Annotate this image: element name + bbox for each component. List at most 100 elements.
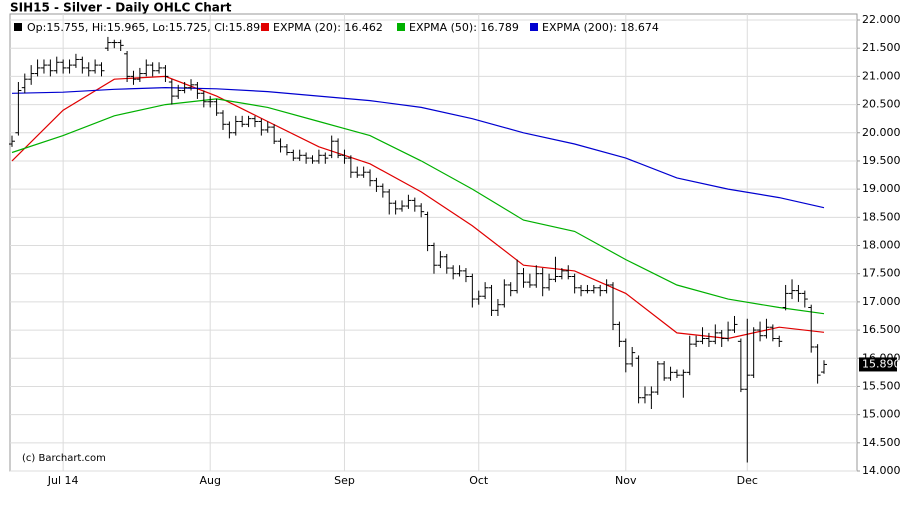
ohlc-bar [149, 62, 156, 77]
ohlc-bar [571, 273, 578, 294]
y-tick-label: 19.500 [862, 154, 900, 167]
ohlc-bar [386, 189, 393, 215]
ohlc-bar [769, 324, 776, 342]
ohlc-bar [558, 268, 565, 280]
ohlc-bar [603, 279, 610, 294]
ohlc-bar [354, 166, 361, 178]
legend-swatch [261, 23, 269, 31]
ohlc-bar [143, 59, 150, 77]
ohlc-bar [641, 386, 648, 404]
legend-label: Op:15.755, Hi:15.965, Lo:15.725, Cl:15.8… [27, 21, 267, 34]
ohlc-bar [501, 279, 508, 308]
y-tick-label: 22.000 [862, 13, 900, 26]
ohlc-bar [699, 327, 706, 345]
ohlc-bar [53, 56, 60, 74]
plot-area [9, 13, 858, 472]
y-tick-label: 15.000 [862, 408, 900, 421]
ohlc-bar [175, 84, 182, 99]
ohlc-bar [482, 282, 489, 300]
ohlc-bar [462, 268, 469, 283]
y-tick-label: 17.500 [862, 267, 900, 280]
ohlc-bar [629, 346, 636, 367]
x-tick-label: Nov [615, 474, 637, 487]
ohlc-bar [418, 203, 425, 218]
ohlc-bar [610, 282, 617, 331]
ema-line [11, 98, 825, 315]
ohlc-bar [283, 144, 290, 156]
ohlc-bar [661, 361, 668, 381]
ohlc-bar [821, 360, 827, 374]
ohlc-bar [584, 284, 591, 294]
ohlc-bar [162, 65, 169, 83]
ohlc-bar [245, 115, 252, 128]
ohlc-bar [98, 62, 105, 77]
ohlc-bar [526, 273, 533, 288]
ohlc-bar [207, 96, 214, 108]
ohlc-bar [693, 335, 700, 347]
ohlc-bar [213, 98, 220, 116]
ohlc-bar [367, 169, 374, 187]
ohlc-bar [673, 369, 680, 378]
ohlc-bar [776, 335, 783, 347]
ohlc-bar [680, 369, 687, 398]
ohlc-bar [622, 338, 629, 373]
ohlc-bar [194, 82, 201, 99]
ohlc-bar [546, 273, 553, 291]
legend-label: EXPMA (20): 16.462 [273, 21, 383, 34]
ohlc-bar [782, 284, 789, 311]
ema-line [11, 75, 825, 340]
y-tick-label: 19.000 [862, 182, 900, 195]
ohlc-bar [731, 315, 738, 333]
y-tick-label: 15.500 [862, 379, 900, 392]
ohlc-bar [725, 321, 732, 342]
ohlc-bar [111, 39, 118, 49]
y-tick-label: 18.500 [862, 210, 900, 223]
ohlc-bar [92, 59, 99, 74]
ohlc-bar [188, 79, 195, 91]
ohlc-bar [258, 118, 265, 136]
ohlc-bar [597, 284, 604, 297]
ohlc-bar [66, 59, 73, 74]
ohlc-bar [450, 265, 457, 280]
ohlc-bar [60, 59, 67, 74]
watermark: (c) Barchart.com [22, 453, 106, 464]
x-tick-label: Jul 14 [47, 474, 79, 487]
ohlc-bar [469, 273, 476, 308]
ohlc-bar [443, 253, 450, 274]
ohlc-bar [156, 62, 163, 74]
ohlc-bar [239, 115, 246, 128]
ohlc-bar [750, 327, 757, 378]
legend-label: EXPMA (200): 18.674 [542, 21, 659, 34]
ohlc-bar [539, 268, 546, 297]
ohlc-bar [578, 284, 585, 297]
ohlc-bar [309, 155, 316, 164]
ohlc-bar [219, 110, 226, 130]
x-tick-label: Oct [469, 474, 489, 487]
ohlc-bar [296, 149, 303, 161]
ohlc-bar [712, 324, 719, 345]
ohlc-bar [28, 65, 35, 85]
ohlc-bar [686, 335, 693, 376]
ohlc-bar [130, 70, 137, 85]
ohlc-bar [15, 82, 22, 136]
ohlc-bar [104, 36, 111, 52]
ohlc-bar [705, 332, 712, 347]
ohlc-bar [315, 149, 322, 164]
ohlc-bar [635, 355, 642, 404]
ohlc-bar [718, 330, 725, 347]
ohlc-bar [9, 135, 15, 147]
ohlc-bar [124, 51, 131, 83]
ohlc-bar [200, 90, 207, 108]
ohlc-bar [264, 121, 271, 133]
ohlc-bar [72, 53, 79, 68]
ohlc-bar [40, 59, 47, 74]
ohlc-bar [808, 304, 815, 353]
last-price-label: 15.890 [862, 357, 900, 370]
legend-swatch [530, 23, 538, 31]
ohlc-bar [322, 152, 329, 164]
ohlc-bar [347, 155, 354, 178]
ohlc-bar [437, 251, 444, 269]
ohlc-bar [667, 366, 674, 381]
ohlc-bar [456, 265, 463, 277]
y-tick-label: 16.500 [862, 323, 900, 336]
